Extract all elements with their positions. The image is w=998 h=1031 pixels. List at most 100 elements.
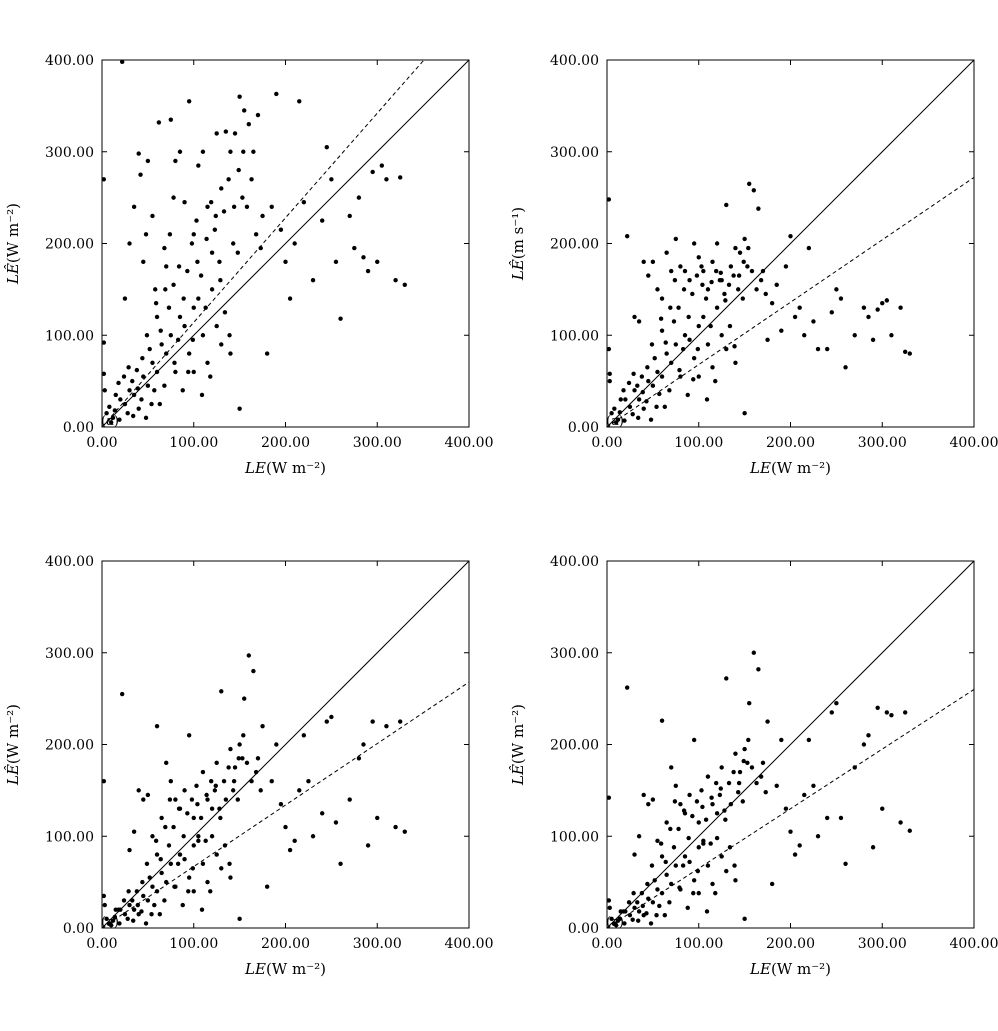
data-point (287, 296, 293, 301)
data-point (175, 861, 181, 866)
data-point (631, 371, 636, 376)
data-point (236, 756, 241, 761)
data-point (838, 815, 844, 821)
data-point (227, 333, 232, 338)
data-point (203, 305, 208, 310)
data-point (606, 197, 612, 202)
data-point (228, 351, 233, 356)
data-point (158, 856, 163, 862)
data-point (663, 340, 668, 345)
data-point (208, 779, 214, 784)
x-tick-label: 300.00 (858, 435, 907, 451)
data-point (624, 685, 630, 690)
data-point (199, 907, 205, 912)
data-point (131, 204, 137, 209)
data-point (708, 841, 713, 846)
data-point (320, 218, 325, 223)
data-point (143, 232, 149, 237)
data-point (636, 397, 642, 402)
data-point (765, 719, 770, 724)
data-point (669, 881, 674, 887)
data-point (154, 369, 160, 375)
data-point (191, 843, 196, 848)
data-point (852, 333, 857, 338)
data-point (227, 861, 232, 866)
data-point (379, 163, 385, 168)
data-point (209, 806, 215, 811)
data-point (228, 149, 233, 154)
data-point (173, 158, 178, 164)
data-point (618, 909, 623, 914)
data-point (361, 255, 366, 260)
data-point (209, 250, 215, 255)
data-point (186, 99, 192, 104)
data-point (690, 291, 695, 297)
data-point (264, 351, 270, 356)
data-point (668, 305, 673, 310)
data-point (703, 296, 709, 301)
data-point (622, 921, 627, 926)
data-point (159, 342, 164, 347)
data-point (609, 411, 614, 416)
reference-line (607, 561, 974, 928)
data-point (701, 841, 706, 846)
data-point (104, 411, 109, 416)
data-point (134, 889, 140, 894)
data-point (751, 188, 756, 193)
data-point (655, 887, 660, 892)
data-point (402, 829, 407, 834)
data-point (648, 921, 654, 926)
data-point (198, 273, 204, 278)
data-point (718, 786, 723, 791)
data-point (292, 241, 297, 246)
data-point (646, 273, 651, 278)
data-point (667, 900, 672, 905)
data-point (177, 852, 183, 857)
data-point (181, 296, 186, 301)
data-point (168, 333, 174, 338)
data-point (126, 889, 131, 894)
data-point (101, 177, 107, 182)
data-point (370, 719, 375, 724)
data-point (127, 847, 132, 853)
data-point (673, 863, 679, 868)
data-point (806, 737, 812, 743)
data-point (652, 878, 657, 883)
data-point (669, 360, 674, 365)
data-point (719, 854, 724, 859)
data-point (242, 696, 247, 701)
data-point (662, 912, 668, 918)
data-point (152, 388, 157, 393)
data-point (756, 206, 761, 211)
data-point (221, 209, 227, 214)
data-point (125, 411, 130, 416)
data-point (623, 909, 628, 914)
data-point (742, 236, 747, 242)
data-point (182, 323, 187, 329)
data-point (646, 896, 651, 901)
data-point (136, 788, 141, 793)
data-point (194, 218, 199, 223)
data-point (310, 834, 316, 839)
data-point (742, 746, 747, 752)
data-point (658, 841, 664, 846)
data-point (713, 780, 719, 786)
data-point (701, 268, 706, 274)
data-point (297, 788, 302, 793)
data-point (630, 411, 635, 417)
data-point (173, 797, 178, 802)
data-point (649, 342, 655, 347)
data-point (852, 765, 857, 770)
data-point (667, 388, 672, 393)
data-point (200, 769, 206, 775)
data-point (724, 202, 729, 208)
data-point (612, 406, 617, 411)
y-tick-label: 300.00 (45, 646, 94, 662)
data-point (150, 360, 155, 365)
data-point (710, 259, 715, 265)
data-point (657, 903, 662, 909)
y-axis-label-symbol: LÊ (509, 259, 527, 281)
data-point (907, 351, 912, 356)
data-point (112, 914, 118, 920)
